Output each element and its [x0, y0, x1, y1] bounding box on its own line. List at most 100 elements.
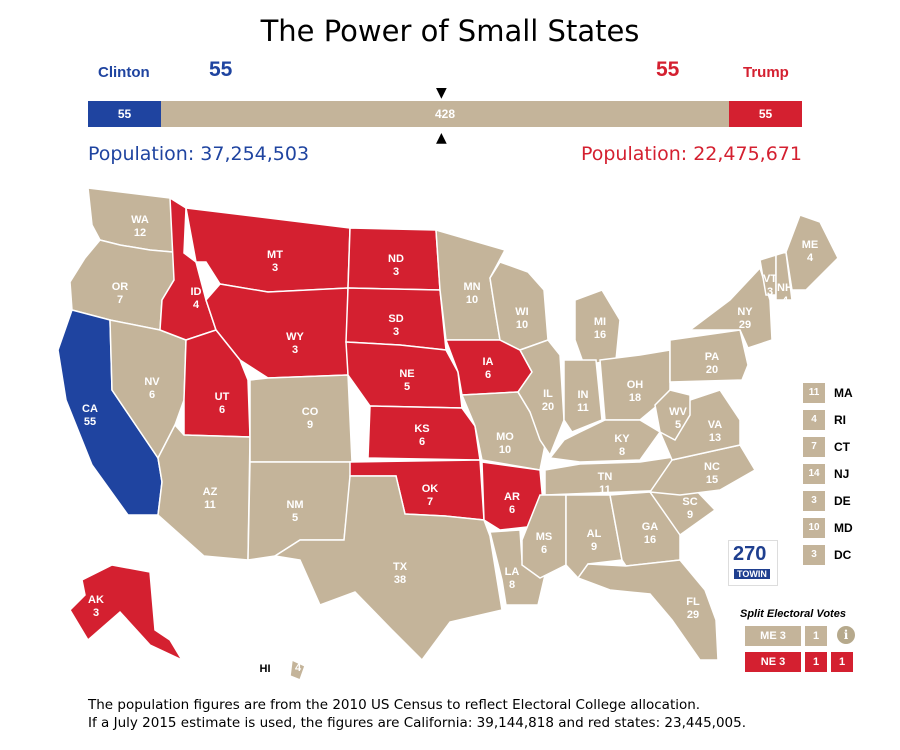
state-electoral-votes: 9	[591, 541, 597, 553]
state-abbr: NY	[737, 306, 753, 318]
state-electoral-votes: 3	[393, 326, 399, 338]
state-co[interactable]: CO9	[249, 374, 353, 463]
state-shape-la[interactable]	[489, 529, 546, 606]
me-district-1[interactable]: 1	[805, 626, 827, 646]
state-shape-tx[interactable]	[272, 475, 503, 662]
state-abbr: ME	[802, 239, 819, 251]
state-ut[interactable]: UT6	[183, 329, 251, 438]
state-shape-pa[interactable]	[669, 329, 749, 383]
state-shape-fl[interactable]	[576, 559, 719, 661]
state-shape-hi[interactable]	[289, 658, 306, 681]
small-state-votes: 4	[803, 409, 825, 430]
info-icon[interactable]: i	[837, 626, 855, 644]
state-shape-ut[interactable]	[183, 329, 251, 438]
split-votes-title: Split Electoral Votes	[740, 608, 846, 620]
state-abbr: NC	[704, 461, 720, 473]
small-state-md[interactable]: 10 MD	[803, 514, 853, 541]
electoral-bar: 55 428 55	[88, 101, 802, 127]
state-mt[interactable]: MT3	[185, 207, 351, 293]
state-abbr: ID	[191, 286, 202, 298]
state-abbr: TN	[598, 471, 613, 483]
state-shape-me[interactable]	[785, 214, 839, 291]
bar-segment-trump: 55	[729, 101, 802, 127]
state-abbr: CO	[302, 406, 319, 418]
state-ne[interactable]: NE5	[345, 341, 463, 409]
state-shape-co[interactable]	[249, 374, 353, 463]
state-shape-wv[interactable]	[654, 389, 691, 441]
state-electoral-votes: 5	[675, 419, 681, 431]
state-shape-il[interactable]	[517, 339, 565, 457]
small-state-votes: 11	[803, 382, 825, 403]
ne-district-1[interactable]: 1	[805, 652, 827, 672]
state-electoral-votes: 38	[394, 574, 406, 586]
state-shape-ne[interactable]	[345, 341, 463, 409]
small-state-label: DC	[834, 547, 852, 562]
270towin-logo[interactable]: 270 TOWIN	[728, 540, 778, 586]
threshold-marker-bottom: ▲	[436, 130, 447, 146]
me-label: ME 3	[745, 626, 801, 646]
state-shape-ny[interactable]	[687, 266, 773, 349]
ne-district-2[interactable]: 1	[831, 652, 853, 672]
state-electoral-votes: 11	[204, 499, 216, 511]
state-electoral-votes: 13	[709, 432, 721, 444]
state-abbr: AZ	[203, 486, 218, 498]
small-state-nj[interactable]: 14 NJ	[803, 460, 853, 487]
state-abbr: NV	[144, 376, 160, 388]
state-electoral-votes: 10	[499, 444, 511, 456]
state-nd[interactable]: ND3	[347, 227, 441, 291]
clinton-count: 55	[209, 58, 233, 81]
state-ms[interactable]: MS6	[521, 494, 567, 579]
us-map: WA12OR7CA55NV6ID4MT3WY3UT6AZ11CO9NM5ND3S…	[57, 187, 839, 681]
state-ar[interactable]: AR6	[481, 461, 546, 531]
state-ky[interactable]: KY8	[548, 419, 662, 463]
state-abbr: CA	[82, 403, 98, 415]
state-ak[interactable]: AK3	[69, 564, 184, 662]
state-electoral-votes: 6	[485, 369, 491, 381]
small-state-de[interactable]: 3 DE	[803, 487, 853, 514]
state-sd[interactable]: SD3	[345, 287, 447, 351]
state-electoral-votes: 15	[706, 474, 718, 486]
state-me[interactable]: ME4	[785, 214, 839, 291]
state-electoral-votes: 6	[219, 404, 225, 416]
state-nh[interactable]: NH4	[775, 251, 793, 307]
state-electoral-votes: 5	[292, 512, 298, 524]
state-abbr: WA	[131, 214, 149, 226]
small-state-dc[interactable]: 3 DC	[803, 541, 853, 568]
state-abbr: WV	[669, 406, 687, 418]
state-electoral-votes: 6	[541, 544, 547, 556]
state-la[interactable]: LA8	[489, 529, 546, 606]
state-electoral-votes: 8	[619, 446, 625, 458]
state-shape-nh[interactable]	[775, 251, 793, 301]
state-abbr: FL	[686, 596, 700, 608]
state-shape-in[interactable]	[563, 359, 603, 433]
small-state-ri[interactable]: 4 RI	[803, 406, 853, 433]
state-shape-ks[interactable]	[367, 405, 481, 461]
state-electoral-votes: 7	[117, 294, 123, 306]
state-abbr: IN	[578, 389, 589, 401]
small-state-ct[interactable]: 7 CT	[803, 433, 853, 460]
state-electoral-votes: 3	[272, 262, 278, 274]
state-nm[interactable]: NM5	[247, 461, 353, 561]
state-wv[interactable]: WV5	[654, 389, 691, 441]
state-electoral-votes: 4	[193, 299, 200, 311]
state-shape-ar[interactable]	[481, 461, 546, 531]
state-shape-ak[interactable]	[69, 564, 184, 662]
state-electoral-votes: 5	[404, 381, 410, 393]
state-hi[interactable]: HI 4	[260, 658, 306, 681]
state-abbr: VA	[708, 419, 723, 431]
state-or[interactable]: OR7	[69, 239, 186, 331]
small-state-ma[interactable]: 11 MA	[803, 379, 853, 406]
state-ks[interactable]: KS6	[367, 405, 481, 461]
state-shape-ky[interactable]	[548, 419, 662, 463]
state-abbr: OR	[112, 281, 129, 293]
trump-population: Population: 22,475,671	[580, 143, 802, 165]
small-state-votes: 14	[803, 463, 825, 484]
